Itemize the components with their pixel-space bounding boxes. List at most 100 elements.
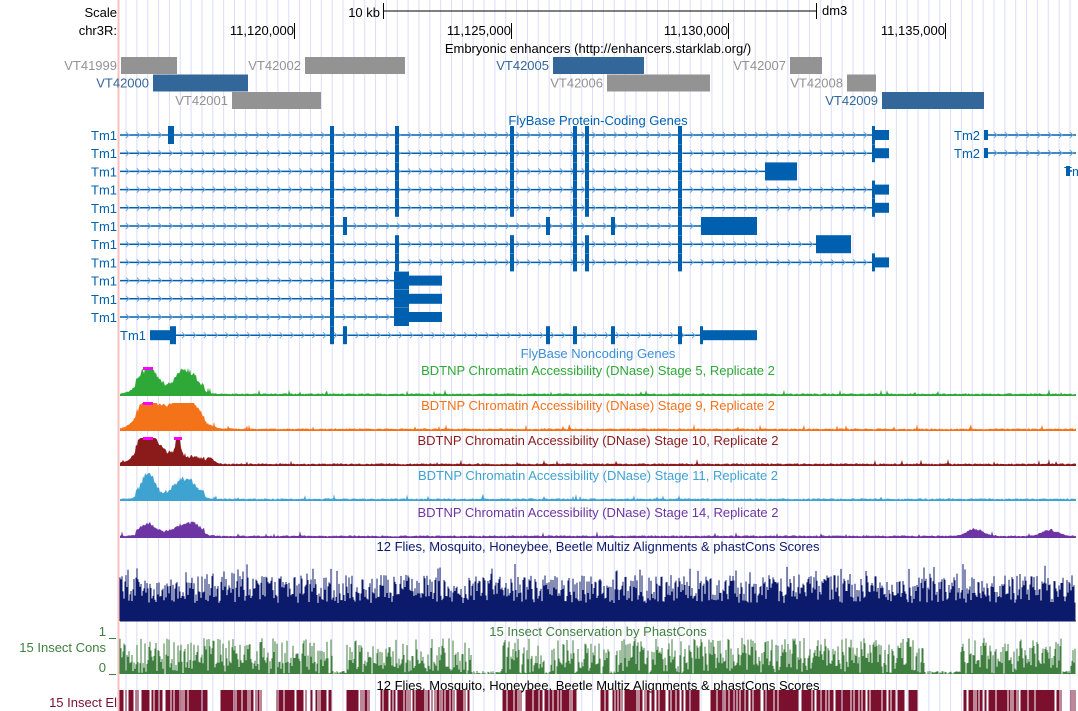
gene-label[interactable]: Tm2: [954, 128, 980, 143]
strand-arrow-icon: [190, 277, 195, 284]
enhancer-box[interactable]: [882, 92, 984, 109]
enhancer-box[interactable]: [607, 74, 710, 92]
enhancer-box[interactable]: [553, 57, 644, 74]
ruler-tick-label: 11,135,000: [881, 23, 945, 38]
enhancer-vt42001[interactable]: VT42001: [175, 92, 321, 109]
strand-arrow-icon: [613, 186, 618, 193]
gene-label[interactable]: Tm1: [91, 183, 117, 198]
strand-arrow-icon: [364, 204, 369, 212]
gene-tm2-transcript[interactable]: Tm2: [954, 128, 1076, 143]
enhancer-label[interactable]: VT42001: [175, 93, 228, 108]
strand-arrow-icon: [613, 149, 618, 157]
phastcons-signal[interactable]: [119, 638, 1076, 674]
gene-tm1-transcript[interactable]: Tm1: [91, 144, 889, 163]
utr-block: [150, 330, 172, 341]
gene-tm1-transcript[interactable]: Tm1: [91, 126, 889, 144]
gene-label[interactable]: Tm1: [91, 201, 117, 216]
gene-label[interactable]: Tm2: [954, 146, 980, 161]
strand-arrow-icon: [494, 240, 499, 248]
gene-label[interactable]: Tm1: [120, 328, 146, 343]
enhancer-vt42008[interactable]: VT42008: [790, 74, 876, 92]
enhancer-vt42007[interactable]: VT42007: [733, 57, 822, 74]
strand-arrow-icon: [147, 259, 152, 266]
strand-arrow-icon: [223, 240, 228, 248]
conserved-elements[interactable]: [119, 690, 1076, 711]
strand-arrow-icon: [429, 259, 434, 266]
gene-tm1-transcript[interactable]: Tm1: [91, 289, 442, 308]
strand-arrow-icon: [494, 186, 499, 193]
strand-arrow-icon: [201, 295, 206, 303]
enhancer-vt42000[interactable]: VT42000: [96, 74, 248, 92]
strand-arrow-icon: [776, 240, 781, 248]
strand-arrow-icon: [320, 313, 326, 321]
strand-arrow-icon: [158, 259, 163, 266]
exon: [170, 326, 176, 345]
strand-arrow-icon: [624, 131, 629, 139]
gene-tm1-transcript[interactable]: Tm1: [91, 253, 889, 272]
gene-tm1-transcript[interactable]: Tm1: [91, 308, 442, 326]
enhancer-vt42009[interactable]: VT42009: [825, 92, 984, 109]
strand-arrow-icon: [603, 168, 608, 175]
gene-label[interactable]: Tm1: [91, 146, 117, 161]
ruler-track[interactable]: Scale 10 kb dm3 chr3R: 11,120,000 11,125,…: [79, 3, 946, 39]
enhancer-box[interactable]: [305, 57, 405, 74]
enhancer-vt42006[interactable]: VT42006: [550, 74, 710, 92]
enhancer-box[interactable]: [121, 57, 177, 74]
enhancer-vt42002[interactable]: VT42002: [248, 57, 405, 74]
dnase-track-stage-5[interactable]: BDTNP Chromatin Accessibility (DNase) St…: [120, 363, 1076, 396]
strand-arrow-icon: [299, 240, 304, 248]
strand-arrow-icon: [700, 131, 705, 139]
dnase-track-stage-14[interactable]: BDTNP Chromatin Accessibility (DNase) St…: [120, 505, 1076, 538]
gene-label[interactable]: Tm1: [91, 292, 117, 307]
enhancer-label[interactable]: VT42007: [733, 58, 786, 73]
gene-label[interactable]: Tm1: [91, 164, 117, 179]
enhancer-box[interactable]: [153, 74, 248, 92]
enhancer-label[interactable]: VT41999: [64, 58, 117, 73]
enhancer-box[interactable]: [232, 92, 321, 109]
strand-arrow-icon: [234, 240, 239, 248]
multiz-signal[interactable]: [119, 563, 1076, 622]
gene-tm1-transcript[interactable]: Tm1: [91, 271, 442, 290]
strand-arrow-icon: [624, 149, 629, 157]
strand-arrow-icon: [451, 131, 456, 139]
gene-tm2-transcript[interactable]: Tm2: [1064, 164, 1078, 179]
strand-arrow-icon: [310, 277, 315, 284]
gene-label[interactable]: Tm1: [91, 219, 117, 234]
gene-label[interactable]: Tm1: [91, 237, 117, 252]
elements-side-label[interactable]: 15 Insect El: [49, 695, 117, 710]
strand-arrow-icon: [472, 240, 477, 248]
dnase-track-stage-10[interactable]: BDTNP Chromatin Accessibility (DNase) St…: [120, 433, 1076, 466]
genes-track[interactable]: Tm1Tm1Tm1Tm1Tm1Tm1Tm1Tm1Tm1Tm1Tm1Tm1Tm2T…: [91, 126, 1078, 345]
gene-tm1-transcript[interactable]: Tm1: [120, 326, 757, 345]
dnase-track-stage-11[interactable]: BDTNP Chromatin Accessibility (DNase) St…: [120, 468, 1076, 501]
enhancer-box[interactable]: [847, 74, 876, 92]
strand-arrow-icon: [657, 186, 662, 193]
strand-arrow-icon: [386, 204, 391, 212]
strand-arrow-icon: [754, 131, 760, 139]
gene-label[interactable]: Tm1: [91, 255, 117, 270]
gene-tm1-transcript[interactable]: Tm1: [91, 235, 851, 254]
enhancer-label[interactable]: VT42006: [550, 76, 603, 91]
strand-arrow-icon: [463, 331, 468, 339]
enhancer-label[interactable]: VT42000: [96, 76, 149, 91]
gene-tm1-transcript[interactable]: Tm1: [91, 198, 889, 217]
enhancer-vt41999[interactable]: VT41999: [64, 57, 177, 74]
gene-tm1-transcript[interactable]: Tm1: [91, 217, 757, 235]
gene-label[interactable]: Tm1: [91, 310, 117, 325]
enhancer-label[interactable]: VT42009: [825, 93, 878, 108]
enhancer-label[interactable]: VT42008: [790, 76, 843, 91]
strand-arrow-icon: [798, 259, 803, 266]
gene-tm2-transcript[interactable]: Tm2: [954, 146, 1076, 161]
gene-label[interactable]: Tm1: [91, 274, 117, 289]
enhancer-label[interactable]: VT42002: [248, 58, 301, 73]
gene-tm1-transcript[interactable]: Tm1: [91, 162, 797, 181]
phastcons-side-label[interactable]: 15 Insect Cons: [19, 640, 106, 655]
enhancer-label[interactable]: VT42005: [496, 58, 549, 73]
gene-label[interactable]: Tm1: [91, 128, 117, 143]
gene-tm1-transcript[interactable]: Tm1: [91, 180, 889, 199]
enhancer-box[interactable]: [790, 57, 822, 74]
dnase-track-stage-9[interactable]: BDTNP Chromatin Accessibility (DNase) St…: [120, 398, 1076, 431]
enhancer-vt42005[interactable]: VT42005: [496, 57, 644, 74]
